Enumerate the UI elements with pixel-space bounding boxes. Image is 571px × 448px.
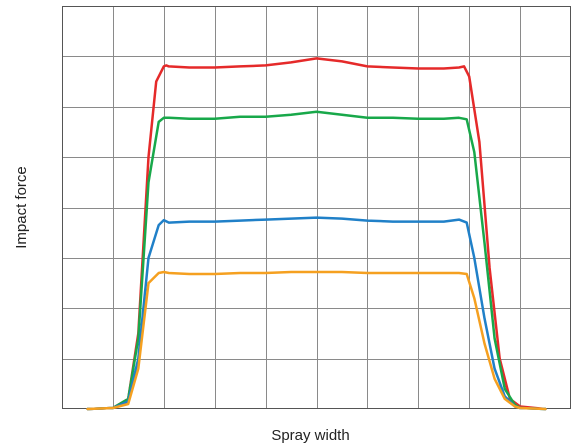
series-line-1 — [86, 57, 547, 411]
series-layer — [86, 57, 547, 411]
grid — [62, 6, 571, 409]
series-line-3 — [86, 216, 547, 411]
y-axis-label: Impact force — [13, 166, 30, 249]
series-line-4 — [86, 270, 547, 411]
x-axis-label: Spray width — [271, 427, 349, 444]
series-line-2 — [86, 110, 547, 411]
